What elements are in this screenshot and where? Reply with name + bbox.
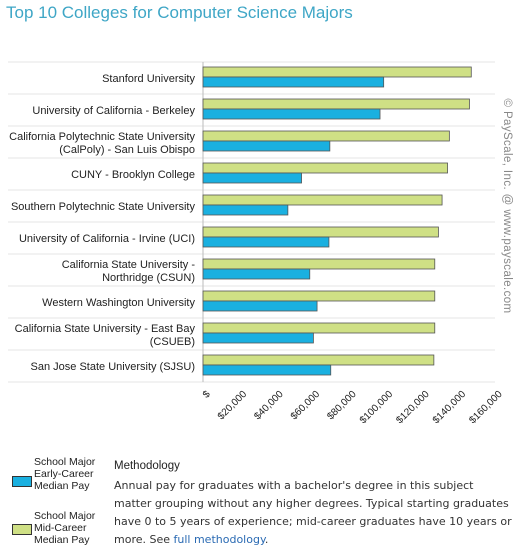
category-label-line: (CalPoly) - San Luis Obispo: [59, 144, 195, 156]
bar-early-career: [202, 332, 314, 344]
category-label-line: California Polytechnic State University: [9, 131, 195, 143]
bar-mid-career: [202, 290, 436, 302]
category-label-line: California State University -: [62, 259, 196, 271]
category-label: Southern Polytechnic State University: [11, 201, 196, 213]
bar-mid-career: [202, 66, 472, 78]
bar-early-career: [202, 204, 289, 216]
bar-mid-career: [202, 194, 443, 206]
x-tick-label: $100,000: [358, 389, 396, 427]
bar-early-career: [202, 108, 381, 120]
x-tick-label: $140,000: [431, 389, 469, 427]
legend-item-mid-career: School Major Mid-Career Median Pay: [12, 510, 112, 558]
category-label: California Polytechnic State University(…: [9, 131, 195, 156]
copyright-credit: © PayScale, Inc. @ www.payscale.com: [501, 98, 513, 313]
bar-early-career: [202, 300, 318, 312]
category-label: California State University -Northridge …: [62, 259, 196, 284]
x-tick-label: $160,000: [467, 389, 505, 427]
bar-early-career: [202, 236, 330, 248]
bar-mid-career: [202, 226, 439, 238]
legend-label-mid-career: School Major Mid-Career Median Pay: [34, 510, 96, 546]
category-label-line: California State University - East Bay: [15, 323, 196, 335]
bar-early-career: [202, 172, 302, 184]
bar-mid-career: [202, 354, 435, 366]
x-tick-label: $: [201, 389, 213, 401]
legend-swatch-early-career: [12, 476, 32, 487]
methodology-text: Annual pay for graduates with a bachelor…: [114, 477, 514, 549]
bar-chart: Stanford University University of Califor…: [8, 61, 513, 427]
bar-mid-career: [202, 258, 436, 270]
bar-early-career: [202, 76, 385, 88]
bar-mid-career: [202, 98, 470, 110]
bar-mid-career: [202, 322, 436, 334]
chart-area: Stanford University University of Califor…: [0, 56, 523, 446]
methodology-body: Annual pay for graduates with a bachelor…: [114, 479, 512, 546]
methodology-end: .: [264, 533, 269, 546]
methodology-section: Methodology Annual pay for graduates wit…: [114, 460, 514, 549]
bar-early-career: [202, 140, 331, 152]
category-label-line: (CSUEB): [150, 336, 195, 348]
bar-early-career: [202, 364, 332, 376]
x-tick-label: $120,000: [394, 389, 432, 427]
legend-label-early-career: School Major Early-Career Median Pay: [34, 456, 96, 492]
full-methodology-link[interactable]: full methodology: [173, 533, 265, 546]
bar-mid-career: [202, 162, 448, 174]
methodology-title: Methodology: [114, 460, 180, 472]
x-tick-label: $60,000: [289, 389, 323, 423]
x-tick-label: $40,000: [252, 389, 286, 423]
category-label: University of California - Irvine (UCI): [19, 233, 195, 245]
legend-swatch-mid-career: [12, 524, 32, 535]
category-label: University of California - Berkeley: [32, 105, 195, 117]
category-label-line: Northridge (CSUN): [102, 272, 195, 284]
x-tick-label: $20,000: [216, 389, 250, 423]
bar-early-career: [202, 268, 311, 280]
category-label: CUNY - Brooklyn College: [71, 169, 195, 181]
category-label: San Jose State University (SJSU): [31, 361, 195, 373]
category-label: California State University - East Bay (C…: [15, 323, 196, 348]
bar-mid-career: [202, 130, 450, 142]
chart-title: Top 10 Colleges for Computer Science Maj…: [6, 3, 353, 22]
x-tick-label: $80,000: [325, 389, 359, 423]
category-label: Western Washington University: [42, 297, 195, 309]
category-label: Stanford University: [102, 73, 195, 85]
legend-item-early-career: School Major Early-Career Median Pay: [12, 456, 112, 504]
